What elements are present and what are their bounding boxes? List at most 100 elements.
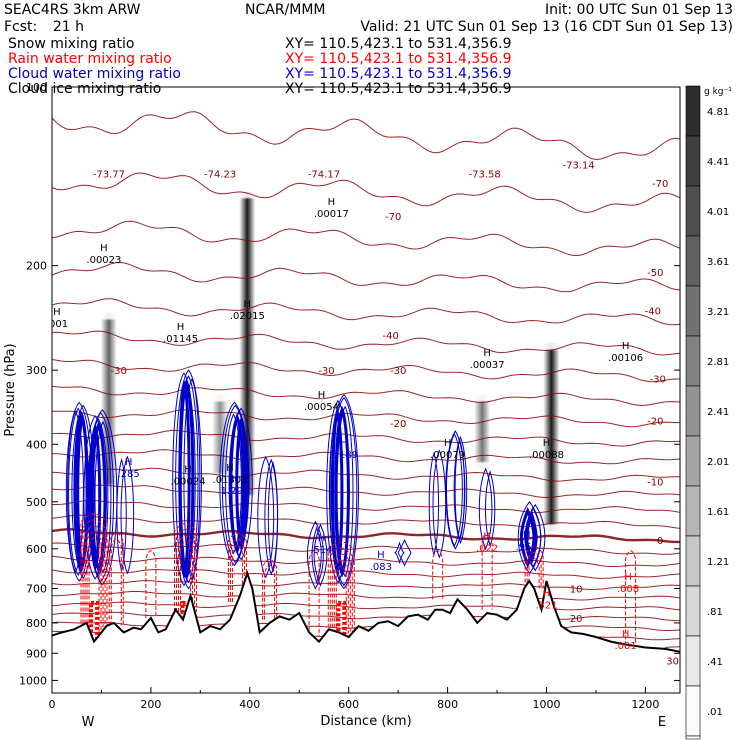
maximum-label: H.008	[617, 572, 639, 595]
rain-contour	[82, 519, 106, 642]
rain-cell	[432, 550, 444, 600]
cloud-water-contour	[519, 506, 536, 569]
cloud-water-contour	[394, 541, 405, 565]
rain-contour	[176, 529, 196, 612]
maximum-value: .00037	[470, 360, 505, 371]
maximum-h-marker: H	[318, 533, 326, 544]
maximum-h-marker: H	[483, 348, 491, 359]
isotherm-label: -74.17	[308, 170, 340, 181]
terrain-layer	[52, 570, 680, 693]
maximum-label: H.285	[118, 457, 140, 480]
maximum-value: .01145	[163, 334, 198, 345]
isotherm-label: -20	[647, 417, 663, 428]
colorbar-cell	[685, 385, 701, 437]
east-label: E	[658, 715, 666, 730]
isotherm-line	[52, 467, 680, 482]
maximum-label: H.001	[52, 307, 68, 330]
isotherm-line	[52, 568, 680, 579]
snow-column-bottom-fade	[473, 460, 492, 477]
maximum-label: H.00024	[170, 464, 205, 487]
isotherm-label: -74.23	[204, 170, 236, 181]
isotherm-label: -10	[647, 477, 663, 488]
isotherm-label: 10	[570, 585, 583, 596]
colorbar-unit: g kg⁻¹	[704, 87, 732, 97]
isotherm-line	[52, 580, 680, 591]
maximum-h-marker: H	[318, 390, 326, 401]
center-label: NCAR/MMM	[245, 2, 326, 18]
temperature-contours	[52, 111, 680, 648]
rain-cell	[625, 550, 637, 646]
cloud-water-cell	[394, 538, 412, 567]
rain-contour	[329, 547, 353, 634]
colorbar-label: .41	[707, 657, 723, 668]
rain-contour	[327, 541, 355, 634]
rain-contour	[80, 513, 108, 642]
isotherm-line	[52, 359, 680, 383]
colorbar-cell	[685, 435, 701, 487]
maximum-h-marker: H	[125, 457, 133, 468]
cloud-water-contour	[432, 449, 447, 559]
maximum-label: H.00017	[314, 197, 349, 220]
colorbar-label: 3.21	[707, 307, 729, 318]
x-axis-label: Distance (km)	[320, 714, 411, 729]
isotherm-label: -73.58	[469, 170, 501, 181]
maximum-h-marker: H	[543, 438, 551, 449]
colorbar-cell	[685, 685, 701, 737]
isotherm-line	[52, 298, 680, 326]
maximum-h-marker: H	[53, 307, 61, 318]
maximum-h-marker: H	[244, 299, 252, 310]
rain-contour	[178, 535, 194, 612]
maximum-value: .00088	[529, 450, 564, 461]
snow-column-body	[212, 394, 229, 481]
rain-contour	[264, 564, 276, 620]
rain-cell	[262, 558, 278, 620]
rain-contour	[262, 558, 278, 620]
maximum-value: .022	[476, 543, 498, 554]
maximum-value: .01303	[213, 475, 248, 486]
isotherm-line	[52, 330, 680, 356]
maximum-h-marker: H	[328, 197, 336, 208]
rain-contour	[108, 532, 124, 626]
rain-contour	[231, 544, 243, 602]
maximum-label: H.00079	[430, 438, 465, 461]
isotherm-line	[52, 261, 680, 293]
cloud-water-contour	[453, 435, 468, 545]
maximum-label: H.00054	[304, 390, 339, 413]
y-tick-label: 500	[26, 496, 47, 509]
y-tick-label: 1000	[19, 674, 47, 687]
isotherm-line	[52, 484, 680, 499]
cloud-water-contour	[88, 422, 102, 572]
rain-cell	[108, 532, 124, 626]
isotherm-line	[52, 542, 680, 555]
cloud-water-contour	[267, 461, 279, 573]
isotherm-line	[52, 385, 680, 406]
x-tick-label: 1200	[631, 698, 659, 711]
isotherm-line	[52, 220, 680, 257]
west-label: W	[82, 715, 95, 730]
y-tick-label: 300	[26, 364, 47, 377]
isotherm-line	[52, 409, 680, 428]
cloud-water-cell	[257, 455, 279, 579]
colorbar-cell	[685, 85, 701, 137]
maximum-value: 1.205	[221, 486, 250, 497]
snow-column	[473, 386, 492, 477]
field-xy-rain: XY= 110.5,423.1 to 531.4,356.9	[285, 51, 512, 67]
cloud-water-contour	[183, 378, 201, 581]
maximum-label: H.022	[476, 531, 498, 554]
isotherm-label: -40	[645, 306, 661, 317]
maximum-label: H1.205	[221, 474, 250, 497]
maximum-h-marker: H	[483, 531, 491, 542]
colorbar-cell	[685, 285, 701, 337]
rain-contour	[227, 532, 247, 602]
maximum-label: H.514	[310, 533, 332, 556]
isotherm-label: 20	[570, 614, 583, 625]
rain-water-contours	[80, 513, 637, 646]
colorbar-cells	[685, 85, 701, 740]
maximum-h-marker: H	[444, 438, 452, 449]
cloud-water-contour	[76, 412, 89, 572]
maximum-value: .521	[535, 601, 557, 612]
maximum-value: .514	[310, 545, 332, 556]
cloud-water-contour	[334, 405, 350, 578]
maximum-h-marker: H	[523, 530, 531, 541]
